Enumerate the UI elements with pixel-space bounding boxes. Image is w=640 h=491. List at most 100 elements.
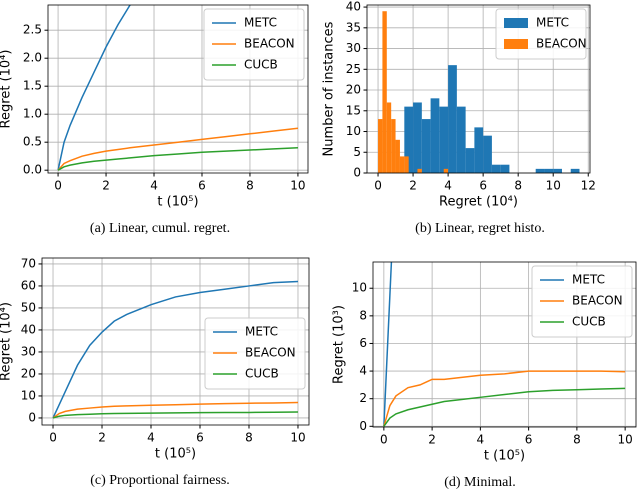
legend-swatch [504, 39, 528, 49]
legend-label: CUCB [245, 367, 279, 381]
hist-bar [465, 148, 475, 173]
hist-bar [395, 139, 400, 173]
y-tick-label: 10 [21, 388, 36, 402]
hist-bar [417, 168, 422, 173]
y-tick-label: 15 [346, 103, 361, 117]
x-tick-label: 10 [618, 433, 633, 447]
x-tick-label: 2 [102, 179, 110, 193]
series-line [383, 387, 626, 427]
legend: METC BEACON CUCB [531, 265, 633, 338]
panel: 0 2 4 6 8 10 0.0 0.5 1.0 1.5 2.0 2.5 t (10⁵) Regret (… [0, 4, 309, 236]
series-line [52, 411, 298, 419]
series-line [52, 401, 298, 419]
hist-bar [391, 119, 396, 173]
x-tick-label: 8 [245, 431, 253, 445]
legend: METC BEACON [495, 8, 587, 60]
series-line [52, 280, 299, 419]
x-tick-label: 10 [546, 179, 561, 193]
x-axis-label: Regret (10⁴) [439, 195, 518, 210]
y-tick-label: 70 [21, 256, 36, 270]
y-tick-label: 40 [346, 0, 361, 14]
hist-bar [399, 156, 405, 173]
legend-box [531, 265, 633, 338]
hist-bar [443, 168, 449, 173]
y-tick-label: 60 [21, 278, 36, 292]
panel: 0 2 4 6 8 10 12 0 5 10 15 20 25 30 35 40 Regret (10⁴) Num… [322, 0, 596, 236]
y-tick-label: 0 [353, 166, 361, 180]
y-tick-label: 8 [359, 308, 367, 322]
y-tick-label: 40 [21, 322, 36, 336]
x-tick-label: 2 [428, 433, 436, 447]
axes-frame [372, 261, 637, 428]
x-tick-label: 6 [198, 179, 206, 193]
series-line [57, 127, 299, 171]
y-tick-label: 10 [346, 124, 361, 138]
axes-frame [47, 4, 309, 174]
x-tick-label: 4 [150, 179, 158, 193]
x-tick-label: 4 [444, 179, 452, 193]
hist-bar [421, 119, 431, 173]
axes-frame [366, 4, 591, 174]
x-axis-label: t (10⁵) [484, 449, 525, 464]
legend-label: BEACON [245, 346, 296, 360]
x-tick-label: 6 [196, 431, 204, 445]
y-tick-label: 30 [21, 344, 36, 358]
series-line [383, 262, 393, 427]
y-tick-label: 35 [346, 20, 361, 34]
series-line [57, 5, 131, 171]
legend-label: METC [536, 16, 569, 30]
axes-frame [41, 257, 310, 426]
caption: (b) Linear, regret histo. [415, 221, 545, 236]
x-axis-label: t (10⁵) [157, 195, 198, 210]
series-line [383, 370, 626, 427]
hist-bar [553, 168, 562, 173]
legend-label: METC [245, 325, 278, 339]
caption: (a) Linear, cumul. regret. [90, 221, 230, 236]
x-tick-label: 8 [573, 433, 581, 447]
plot-area [57, 5, 299, 171]
x-tick-label: 8 [246, 179, 254, 193]
x-tick-label: 0 [49, 431, 57, 445]
x-tick-label: 2 [98, 431, 106, 445]
y-tick-label: 10 [352, 281, 367, 295]
legend-label: METC [572, 273, 605, 287]
hist-bar [439, 106, 449, 173]
y-axis-label: Regret (10⁴) [0, 50, 14, 129]
y-tick-label: 6 [359, 336, 367, 350]
legend-label: BEACON [244, 37, 295, 51]
y-tick-label: 30 [346, 41, 361, 55]
x-tick-label: 6 [525, 433, 533, 447]
y-axis-label: Regret (10³) [332, 305, 347, 384]
hist-bar [483, 135, 492, 173]
hist-bar [382, 11, 387, 173]
x-tick-label: 0 [380, 433, 388, 447]
panel: 0 2 4 6 8 10 0 2 4 6 8 10 t (10⁵) Regret (10³) (d) Min… [332, 261, 637, 490]
y-tick-label: 0 [28, 410, 36, 424]
y-tick-label: 1.0 [23, 107, 42, 121]
series-line [57, 147, 298, 171]
hist-bar [404, 156, 409, 173]
hist-bar [386, 102, 392, 173]
hist-bar [413, 102, 422, 173]
panel: 0 2 4 6 8 10 0 10 20 30 40 50 60 70 t (10⁵) Regret (10⁴… [0, 256, 310, 488]
x-tick-label: 8 [514, 179, 522, 193]
legend: METC BEACON CUCB [203, 8, 305, 81]
legend: METC BEACON CUCB [204, 317, 306, 390]
legend-swatch [504, 18, 528, 28]
hist-bar [535, 168, 545, 173]
y-tick-label: 1.5 [23, 79, 42, 93]
y-tick-label: 2 [359, 391, 367, 405]
x-tick-label: 12 [581, 179, 596, 193]
y-tick-label: 0 [359, 419, 367, 433]
x-tick-label: 10 [290, 179, 305, 193]
hist-bar [404, 106, 414, 173]
hist-bar [544, 168, 554, 173]
hist-bar [500, 164, 510, 173]
y-tick-label: 2.0 [23, 51, 42, 65]
legend-box [203, 8, 305, 81]
x-tick-label: 6 [479, 179, 487, 193]
hist-bar [491, 164, 501, 173]
hist-bar [378, 119, 383, 173]
plot-area [378, 11, 580, 173]
